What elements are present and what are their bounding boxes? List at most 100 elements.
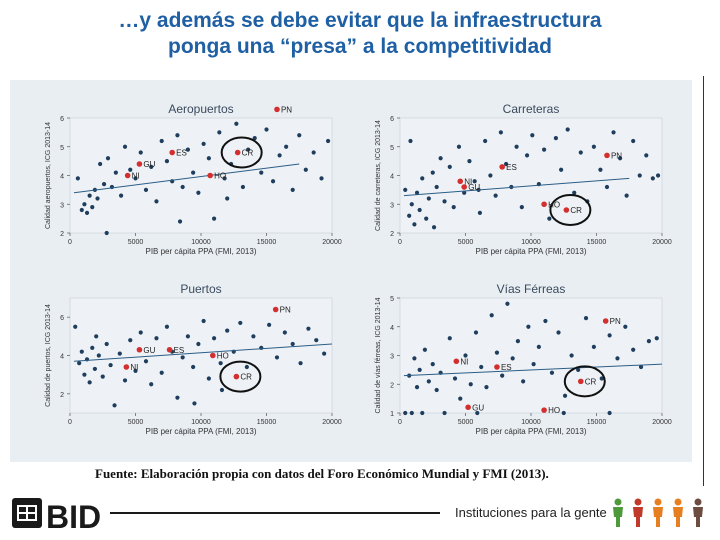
highlight-circle <box>563 365 606 398</box>
x-tick-label: 10000 <box>521 239 541 246</box>
data-point <box>87 193 92 198</box>
highlight-circle <box>219 360 262 393</box>
data-point <box>143 187 149 192</box>
highlight-point-es <box>499 164 505 170</box>
person-icon <box>613 498 623 527</box>
data-point <box>149 164 154 169</box>
data-point <box>92 366 97 372</box>
data-point <box>303 167 308 172</box>
data-point <box>473 330 479 335</box>
data-point <box>298 361 303 366</box>
people-icons <box>613 498 703 527</box>
data-point <box>246 147 251 152</box>
data-point <box>420 410 425 416</box>
y-tick-label: 6 <box>390 116 394 123</box>
data-point <box>430 362 435 367</box>
highlight-point-cr <box>577 378 584 385</box>
highlight-label-cr: CR <box>585 377 597 386</box>
data-point <box>264 127 269 132</box>
data-point <box>154 336 159 341</box>
data-point <box>519 205 524 210</box>
highlight-label-pn: PN <box>611 151 622 160</box>
highlight-point-pn <box>602 318 609 324</box>
data-point <box>617 156 623 161</box>
data-point <box>225 196 230 201</box>
data-point <box>90 345 95 350</box>
highlight-point-ni <box>457 178 464 185</box>
data-point <box>562 393 568 398</box>
data-point <box>270 179 276 184</box>
highlight-label-ni: NI <box>460 357 468 366</box>
highlight-label-cr: CR <box>570 206 582 215</box>
data-point <box>409 202 414 207</box>
data-point <box>159 370 164 375</box>
highlight-point-ho <box>207 172 213 179</box>
data-point <box>407 213 412 218</box>
data-point <box>631 138 636 144</box>
data-point <box>494 350 500 355</box>
data-point <box>284 144 289 149</box>
data-point <box>122 144 128 149</box>
data-point <box>655 173 661 178</box>
y-tick-label: 4 <box>390 174 394 181</box>
y-tick-label: 2 <box>390 382 394 389</box>
data-point <box>521 379 526 384</box>
x-tick-label: 0 <box>398 419 402 426</box>
data-point <box>547 216 552 221</box>
data-point <box>274 355 280 360</box>
chart-title: Puertos <box>180 282 221 296</box>
data-point <box>431 225 437 230</box>
data-point <box>447 164 452 169</box>
data-point <box>426 196 431 201</box>
data-point <box>543 318 548 324</box>
data-point <box>201 141 206 146</box>
data-point <box>510 356 515 361</box>
data-point <box>100 374 105 379</box>
y-tick-label: 2 <box>60 231 64 238</box>
y-axis-label: Calidad de carreteras, ICG 2013-14 <box>375 120 382 231</box>
data-point <box>438 156 443 161</box>
data-point <box>477 210 483 215</box>
data-point <box>133 176 138 181</box>
data-point <box>565 127 570 132</box>
data-point <box>409 410 414 416</box>
plot-area <box>399 297 663 414</box>
data-point <box>196 190 201 195</box>
data-point <box>138 330 143 335</box>
data-point <box>417 207 422 213</box>
x-tick-label: 0 <box>398 239 402 246</box>
highlight-label-es: ES <box>501 363 512 372</box>
data-point <box>185 147 190 152</box>
chart-1: Aeropuertos 2 3 4 5 6 0 5000 10000 15000 20000 PIB … <box>45 102 342 256</box>
y-tick-label: 5 <box>60 145 64 152</box>
x-axis-label: PIB per cápita PPA (FMI, 2013) <box>145 427 256 436</box>
data-point <box>467 159 472 164</box>
x-tick-label: 15000 <box>257 239 277 246</box>
data-point <box>434 387 439 393</box>
highlight-point-es <box>169 149 175 156</box>
data-point <box>578 150 583 155</box>
y-tick-label: 5 <box>390 296 394 303</box>
highlight-label-ho: HO <box>548 406 560 415</box>
data-point <box>164 324 170 329</box>
plot-area <box>69 117 333 234</box>
data-point <box>422 347 427 352</box>
data-point <box>138 150 143 155</box>
x-axis-label: PIB per cápita PPA (FMI, 2013) <box>475 427 586 436</box>
data-point <box>154 199 159 204</box>
person-icon <box>693 498 703 527</box>
data-point <box>483 138 488 144</box>
data-point <box>463 353 468 358</box>
data-point <box>218 361 223 366</box>
x-tick-label: 5000 <box>128 419 144 426</box>
data-point <box>282 330 287 335</box>
highlight-label-gu: GU <box>468 183 480 192</box>
data-point <box>412 356 417 361</box>
data-point <box>113 170 118 175</box>
data-point <box>607 410 612 416</box>
y-axis-label: Calidad de puertos, ICG 2013-14 <box>45 304 52 407</box>
data-point <box>650 176 655 181</box>
data-point <box>414 385 420 390</box>
highlight-circle <box>549 194 592 226</box>
data-point <box>240 184 246 190</box>
